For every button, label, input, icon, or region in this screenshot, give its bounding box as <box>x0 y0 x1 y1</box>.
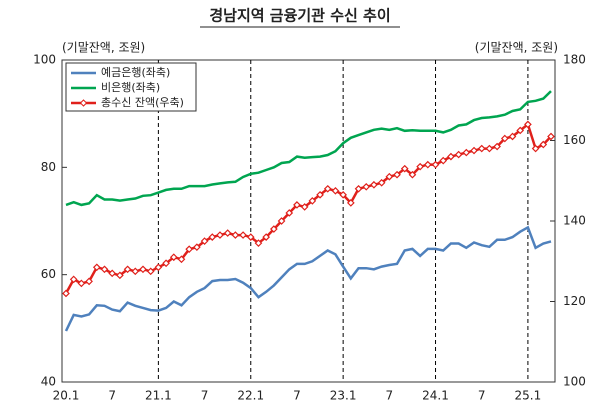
legend-label: 총수신 잔액(우축) <box>101 96 184 109</box>
x-tick-label: 23.1 <box>330 389 357 403</box>
y-tick-label: 80 <box>41 160 56 174</box>
x-tick-label: 22.1 <box>237 389 264 403</box>
data-point <box>400 164 409 173</box>
data-point <box>85 277 93 286</box>
legend: 예금은행(좌축) 비은행(좌축) 총수신 잔액(우축) <box>65 62 197 112</box>
data-point <box>185 245 194 254</box>
legend-label: 비은행(좌축) <box>101 81 160 94</box>
series-line <box>64 225 552 332</box>
data-point <box>493 142 501 151</box>
data-point <box>262 233 271 241</box>
data-point <box>62 289 70 298</box>
data-point <box>470 146 478 155</box>
data-point <box>270 225 278 233</box>
data-point <box>539 140 548 149</box>
data-point <box>516 126 525 135</box>
data-point <box>277 217 286 225</box>
data-point <box>100 265 109 274</box>
data-point <box>108 269 117 278</box>
x-tick-label: 7 <box>478 389 486 403</box>
data-point <box>316 190 324 199</box>
x-tick-label: 7 <box>386 389 394 403</box>
x-tick-label: 24.1 <box>422 389 449 403</box>
data-point <box>223 229 232 237</box>
y-tick-label: 100 <box>33 53 56 67</box>
data-point <box>354 184 363 193</box>
y2-tick-label: 100 <box>563 375 586 389</box>
y2-tick-label: 180 <box>563 53 586 67</box>
data-point <box>339 190 347 199</box>
data-point <box>500 134 509 143</box>
data-point <box>362 182 371 191</box>
data-point <box>508 132 517 141</box>
y2-tick-label: 140 <box>563 214 586 228</box>
data-point <box>377 178 386 187</box>
data-point <box>454 150 463 159</box>
data-point <box>92 263 101 272</box>
legend-marker <box>79 99 88 107</box>
data-point <box>300 203 309 211</box>
x-tick-label: 7 <box>108 389 116 403</box>
y-tick-label: 60 <box>41 267 56 281</box>
data-point <box>139 265 147 274</box>
data-point <box>393 170 401 179</box>
data-point <box>423 160 432 169</box>
data-point <box>162 259 170 268</box>
data-point <box>116 271 124 280</box>
data-point <box>200 237 209 245</box>
data-point <box>77 279 86 288</box>
data-point <box>346 199 355 207</box>
data-point <box>477 144 486 153</box>
data-point <box>193 243 201 252</box>
series-line <box>65 90 552 207</box>
data-point <box>447 152 455 161</box>
data-point <box>439 156 448 165</box>
data-point <box>293 201 301 209</box>
data-point <box>308 197 317 205</box>
data-point <box>246 233 255 241</box>
data-point <box>146 267 155 276</box>
data-point <box>285 209 294 217</box>
series-line <box>64 122 552 295</box>
data-point <box>547 132 555 141</box>
data-point <box>216 231 224 239</box>
x-tick-label: 20.1 <box>53 389 80 403</box>
x-tick-label: 25.1 <box>515 389 542 403</box>
x-tick-label: 21.1 <box>145 389 172 403</box>
x-tick-label: 7 <box>293 389 301 403</box>
y-axis-label: (기말잔액, 조원) <box>62 41 145 55</box>
y-tick-label: 40 <box>41 375 56 389</box>
data-point <box>254 239 263 247</box>
legend-label: 예금은행(좌축) <box>101 66 170 79</box>
data-point <box>385 172 394 181</box>
data-point <box>370 180 378 189</box>
data-point <box>169 253 178 262</box>
data-point <box>331 186 340 195</box>
data-point <box>416 162 424 171</box>
y2-tick-label: 120 <box>563 294 586 308</box>
data-point <box>123 265 132 274</box>
data-point <box>154 263 163 272</box>
y2-tick-label: 160 <box>563 133 586 147</box>
chart-title: 경남지역 금융기관 수신 추이 <box>209 7 390 25</box>
x-tick-label: 7 <box>201 389 209 403</box>
data-point <box>239 231 247 239</box>
data-point <box>462 148 471 157</box>
data-point <box>323 184 332 193</box>
y2-axis-label: (기말잔액, 조원) <box>475 41 558 55</box>
data-point <box>431 160 440 169</box>
data-point <box>231 231 240 239</box>
data-point <box>408 170 417 179</box>
data-point <box>131 267 140 276</box>
data-point <box>208 233 217 241</box>
data-point <box>524 120 532 129</box>
data-point <box>531 144 540 153</box>
data-point <box>485 144 494 153</box>
data-point <box>177 255 186 264</box>
data-point <box>69 275 78 284</box>
